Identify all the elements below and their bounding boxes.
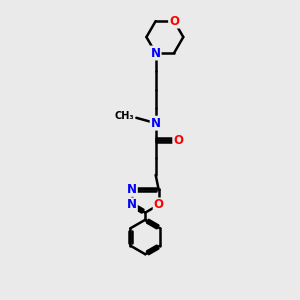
Text: N: N [127, 198, 137, 212]
Text: O: O [169, 15, 179, 28]
Text: CH₃: CH₃ [114, 111, 134, 121]
Text: O: O [154, 198, 164, 212]
Text: N: N [151, 117, 160, 130]
Text: N: N [151, 46, 160, 59]
Text: N: N [127, 183, 137, 196]
Text: O: O [173, 134, 183, 147]
